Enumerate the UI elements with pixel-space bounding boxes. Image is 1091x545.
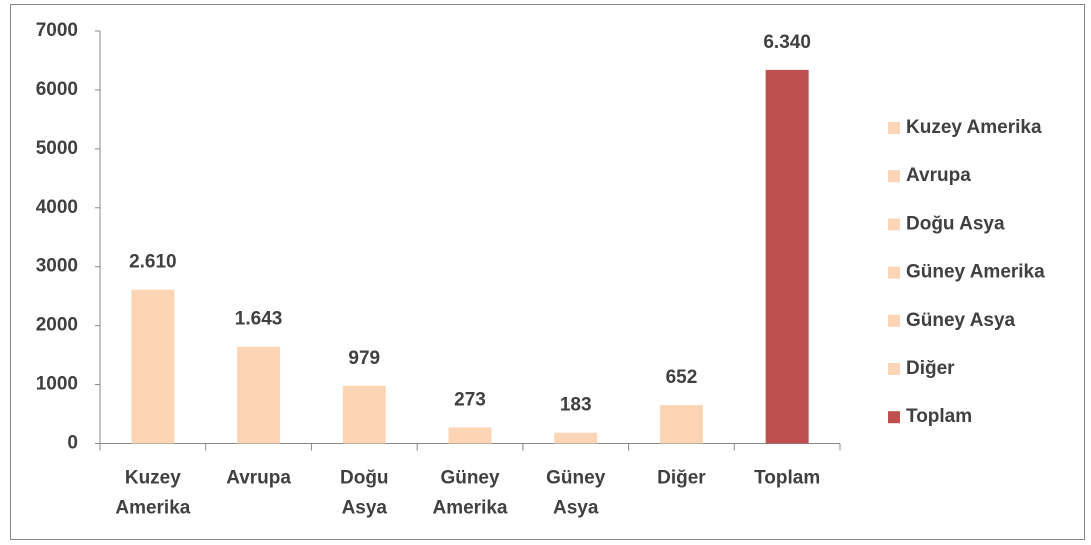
legend-swatch xyxy=(888,122,900,134)
legend-label: Güney Amerika xyxy=(906,262,1045,283)
chart-frame xyxy=(10,4,1085,540)
x-tick-label: Kuzey Amerika xyxy=(115,468,190,519)
bar xyxy=(659,405,703,444)
x-tick-label: Güney Asya xyxy=(546,468,606,519)
legend-swatch xyxy=(888,266,900,279)
legend-swatch xyxy=(888,314,900,327)
bar xyxy=(237,346,281,444)
data-label: 183 xyxy=(560,395,592,416)
bar xyxy=(342,385,386,444)
y-tick-label: 5000 xyxy=(36,138,78,159)
data-label: 2.610 xyxy=(129,252,177,273)
legend-swatch xyxy=(888,170,900,183)
data-label: 979 xyxy=(348,348,380,369)
bar xyxy=(131,289,175,444)
y-tick-label: 0 xyxy=(67,433,78,454)
bar xyxy=(765,69,809,444)
x-tick-label: Güney Amerika xyxy=(433,468,508,519)
legend-swatch xyxy=(888,218,900,231)
y-tick-label: 3000 xyxy=(36,256,78,277)
y-tick-label: 6000 xyxy=(36,79,78,100)
y-tick-label: 1000 xyxy=(36,374,78,395)
x-tick-label: Doğu Asya xyxy=(340,468,389,519)
bar xyxy=(448,427,492,444)
legend-label: Avrupa xyxy=(906,165,971,186)
legend-swatch xyxy=(888,411,900,424)
legend-label: Doğu Asya xyxy=(906,213,1005,234)
data-label: 6.340 xyxy=(763,32,811,53)
legend-label: Kuzey Amerika xyxy=(906,117,1042,138)
x-tick-label: Diğer xyxy=(657,468,706,489)
legend-swatch xyxy=(888,363,900,375)
y-tick-label: 2000 xyxy=(36,315,78,336)
y-tick-label: 4000 xyxy=(36,197,78,218)
legend-label: Güney Asya xyxy=(906,310,1016,331)
data-label: 273 xyxy=(454,389,486,410)
y-tick-label: 7000 xyxy=(36,20,78,41)
x-tick-label: Avrupa xyxy=(226,468,291,489)
bar xyxy=(554,432,598,444)
legend-label: Toplam xyxy=(906,406,972,427)
data-label: 1.643 xyxy=(235,309,283,330)
data-label: 652 xyxy=(666,367,698,388)
x-tick-label: Toplam xyxy=(754,468,820,489)
legend-label: Diğer xyxy=(906,358,955,379)
